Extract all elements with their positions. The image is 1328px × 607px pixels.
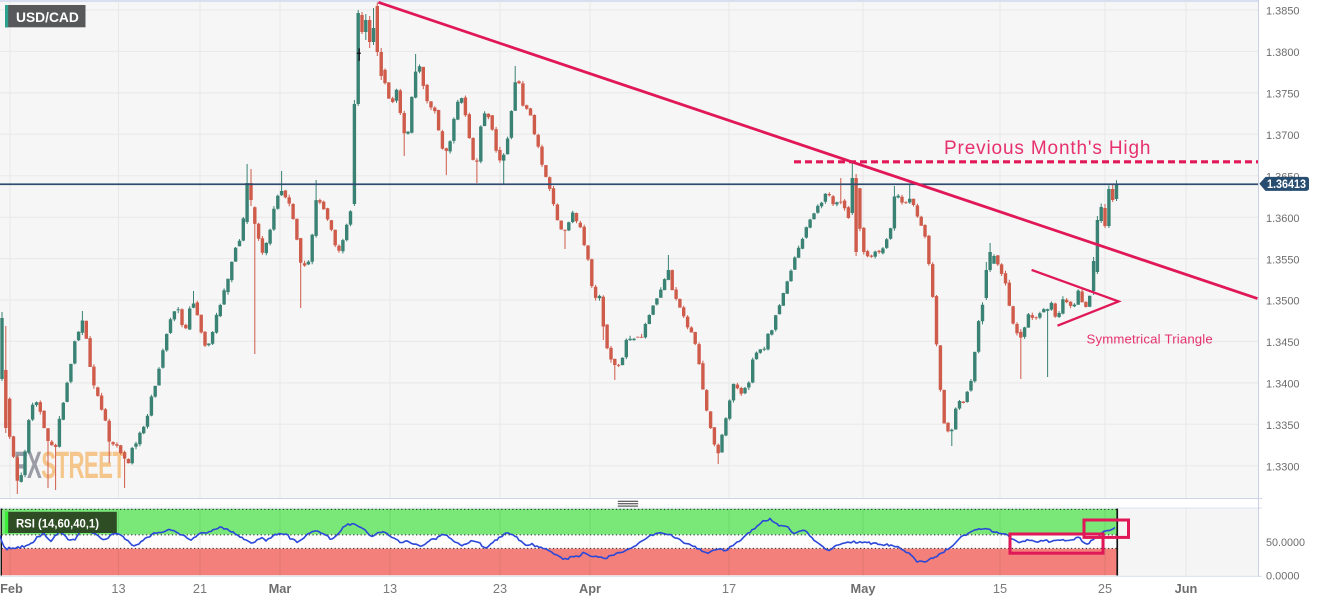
svg-text:1.3500: 1.3500 [1266, 296, 1300, 308]
svg-text:21: 21 [193, 581, 207, 596]
svg-text:17: 17 [722, 581, 736, 596]
svg-text:23: 23 [493, 581, 507, 596]
svg-text:Previous Month's High: Previous Month's High [944, 138, 1151, 159]
svg-text:0.0000: 0.0000 [1266, 571, 1300, 583]
svg-text:1.3400: 1.3400 [1266, 379, 1300, 391]
svg-text:1.3700: 1.3700 [1266, 130, 1300, 142]
svg-text:13: 13 [383, 581, 397, 596]
svg-text:1.36413: 1.36413 [1267, 177, 1306, 191]
svg-text:Symmetrical Triangle: Symmetrical Triangle [1087, 332, 1213, 347]
svg-text:15: 15 [993, 581, 1007, 596]
svg-text:Feb: Feb [0, 581, 23, 596]
svg-text:1.3600: 1.3600 [1266, 213, 1300, 225]
svg-text:50.0000: 50.0000 [1266, 537, 1305, 549]
svg-text:USD/CAD: USD/CAD [16, 10, 79, 25]
svg-text:Mar: Mar [269, 581, 292, 596]
svg-text:1.3550: 1.3550 [1266, 254, 1300, 266]
svg-text:1.3750: 1.3750 [1266, 89, 1300, 101]
svg-text:1.3850: 1.3850 [1266, 6, 1300, 18]
svg-text:1.3450: 1.3450 [1266, 337, 1300, 349]
svg-text:13: 13 [111, 581, 125, 596]
svg-text:1.3800: 1.3800 [1266, 47, 1300, 59]
svg-text:Jun: Jun [1175, 581, 1198, 596]
svg-text:May: May [851, 581, 877, 596]
svg-text:1.3350: 1.3350 [1266, 420, 1300, 432]
svg-text:Apr: Apr [579, 581, 601, 596]
svg-text:1.3300: 1.3300 [1266, 461, 1300, 473]
svg-text:RSI (14,60,40,1): RSI (14,60,40,1) [16, 516, 99, 530]
svg-text:25: 25 [1098, 581, 1112, 596]
